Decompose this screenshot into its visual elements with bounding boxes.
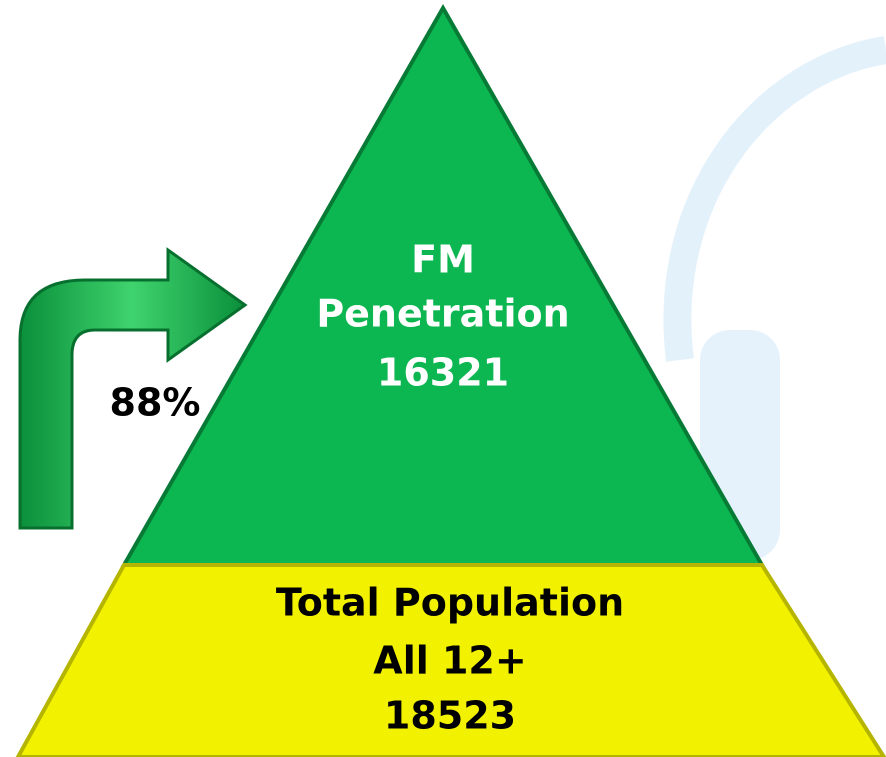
bottom-label: Total Population	[276, 581, 624, 625]
top-label: Penetration	[316, 292, 569, 336]
top-label: 16321	[377, 351, 509, 395]
diagram: FM Penetration 16321 Total Population Al…	[0, 0, 886, 757]
bottom-label: All 12+	[373, 639, 526, 683]
bottom-label: 18523	[384, 694, 516, 738]
background-headphone	[677, 50, 886, 360]
top-label: FM	[411, 238, 475, 282]
arrow-label: 88%	[110, 381, 201, 425]
